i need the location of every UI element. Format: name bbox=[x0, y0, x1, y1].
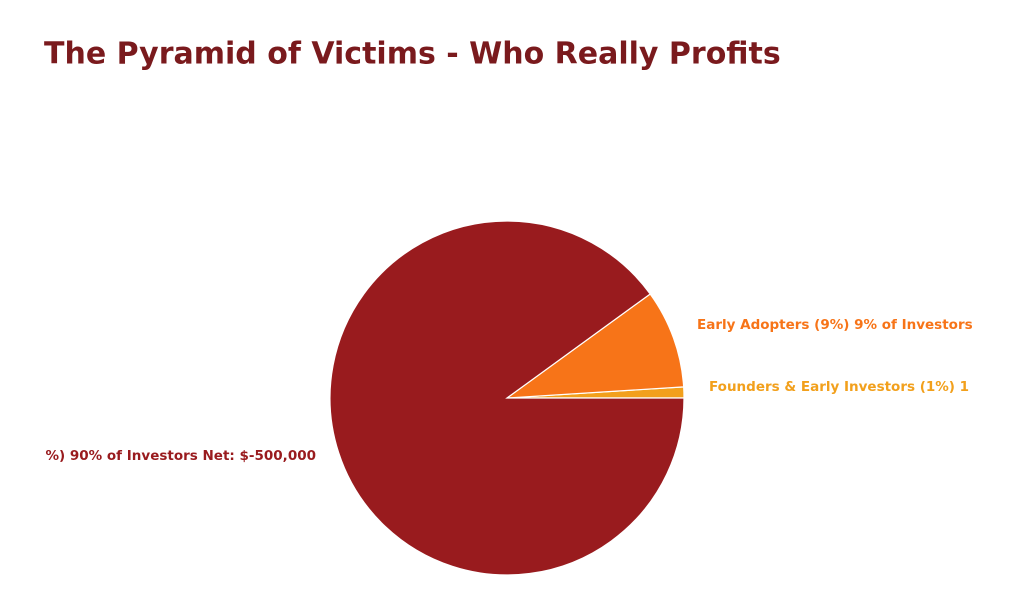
slice-label: Founders & Early Investors (1%) 1 bbox=[709, 379, 969, 395]
slice-label: %) 90% of Investors Net: $-500,000 bbox=[46, 448, 317, 464]
chart-title: The Pyramid of Victims - Who Really Prof… bbox=[44, 37, 781, 72]
pie-slice bbox=[504, 293, 685, 399]
slice-label: Early Adopters (9%) 9% of Investors bbox=[697, 317, 973, 333]
pie-slice bbox=[329, 220, 685, 576]
